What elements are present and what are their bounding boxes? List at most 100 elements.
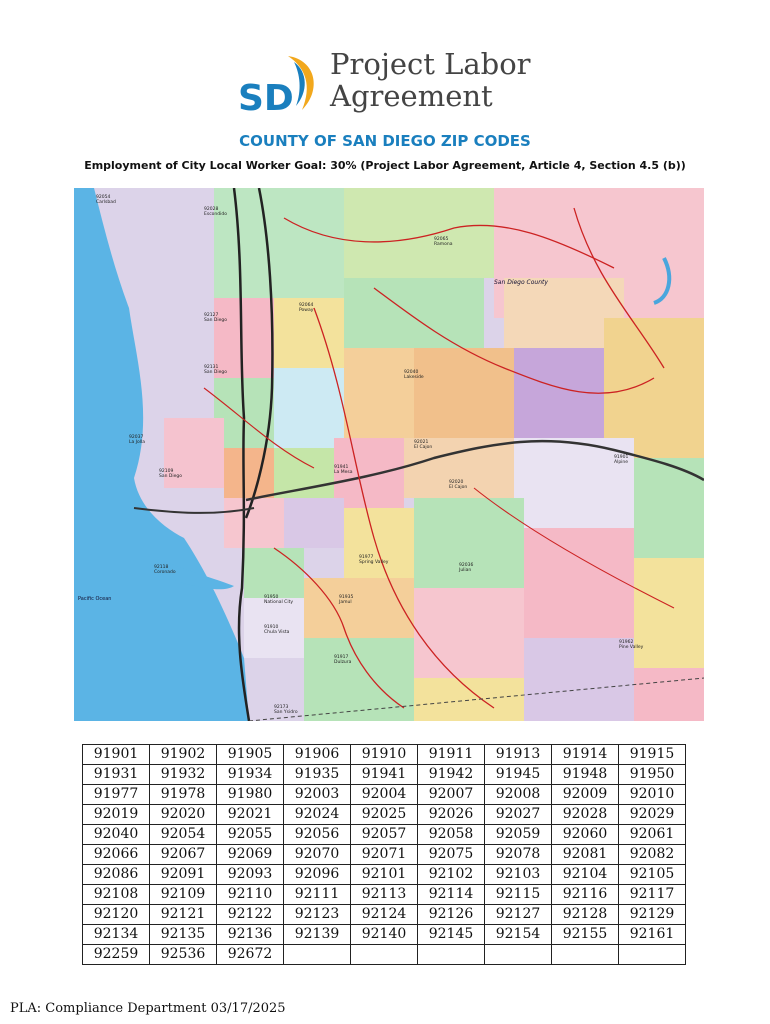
map-zip-label: 92036: [459, 562, 473, 568]
zip-cell: 91935: [283, 764, 351, 785]
map-zip-label: 92054: [96, 194, 110, 200]
zip-cell: 92021: [216, 804, 284, 825]
zip-row: 91901 91902 91905 91906 91910 91911 91913 91914…: [82, 744, 686, 765]
map-place-name: La Jolla: [129, 439, 145, 445]
zip-cell: 92093: [216, 864, 284, 885]
zip-cell: 92161: [618, 924, 686, 945]
zip-cell: 92040: [82, 824, 150, 845]
zip-cell: 92061: [618, 824, 686, 845]
zip-cell: 91906: [283, 744, 351, 765]
zip-cell: 92108: [82, 884, 150, 905]
zip-cell: 92117: [618, 884, 686, 905]
zip-cell: 92111: [283, 884, 351, 905]
zip-cell: [484, 944, 552, 965]
zip-cell: 92071: [350, 844, 418, 865]
map-zip-label: 92109: [159, 468, 173, 474]
map-zip-label: 92021: [414, 439, 428, 445]
map-place-name: Carlsbad: [96, 199, 116, 205]
zip-cell: 92027: [484, 804, 552, 825]
zip-row: 92134 92135 92136 92139 92140 92145 92154 92155…: [82, 924, 686, 945]
zip-cell: 92136: [216, 924, 284, 945]
zip-cell: 92134: [82, 924, 150, 945]
zip-cell: 92103: [484, 864, 552, 885]
map-place-name: Julian: [458, 567, 471, 573]
map-zip-label: 91910: [264, 624, 278, 630]
county-label: San Diego County: [494, 279, 548, 286]
zip-cell: 91941: [350, 764, 418, 785]
zip-cell: 91932: [149, 764, 217, 785]
zip-cell: 92066: [82, 844, 150, 865]
zip-row: 92108 92109 92110 92111 92113 92114 92115 92116…: [82, 884, 686, 905]
zip-row: 91931 91932 91934 91935 91941 91942 91945 91948…: [82, 764, 686, 785]
map-place-name: San Diego: [204, 317, 227, 323]
zip-cell: 92105: [618, 864, 686, 885]
zip-cell: 92028: [551, 804, 619, 825]
map-zip-label: 92065: [434, 236, 448, 242]
zip-cell: 92259: [82, 944, 150, 965]
page-title: COUNTY OF SAN DIEGO ZIP CODES: [239, 132, 531, 150]
map-zip-label: 91941: [334, 464, 348, 470]
zip-cell: 92059: [484, 824, 552, 845]
map-zip-label: 92131: [204, 364, 218, 370]
map-place-name: Escondido: [204, 211, 227, 217]
map-place-name: Jamul: [338, 599, 352, 605]
zip-row: 92040 92054 92055 92056 92057 92058 92059 92060…: [82, 824, 686, 845]
zip-cell: 92086: [82, 864, 150, 885]
map-place-name: San Ysidro: [274, 709, 298, 715]
zip-cell: 92054: [149, 824, 217, 845]
zip-cell: 92109: [149, 884, 217, 905]
zip-cell: 92104: [551, 864, 619, 885]
zip-cell: 92055: [216, 824, 284, 845]
zip-cell: 91948: [551, 764, 619, 785]
ocean-label: Pacific Ocean: [78, 596, 111, 602]
map-place-name: Chula Vista: [264, 629, 290, 635]
zip-cell: 91915: [618, 744, 686, 765]
map-zip-label: 91962: [619, 639, 633, 645]
zip-cell: 91950: [618, 764, 686, 785]
zip-cell: 92101: [350, 864, 418, 885]
logo-wordmark: Project Labor Agreement: [330, 48, 531, 112]
zip-cell: 92113: [350, 884, 418, 905]
map-place-name: Poway: [299, 307, 314, 313]
zip-cell: 92056: [283, 824, 351, 845]
map-place-name: La Mesa: [334, 469, 353, 475]
zip-row: 92120 92121 92122 92123 92124 92126 92127 92128…: [82, 904, 686, 925]
zip-cell: 92145: [417, 924, 485, 945]
map-zip-label: 91901: [614, 454, 628, 460]
sd-logo-text: SD: [238, 78, 294, 119]
zip-cell: 92123: [283, 904, 351, 925]
map-place-name: National City: [264, 599, 293, 605]
zip-cell: 92139: [283, 924, 351, 945]
zip-row: 92086 92091 92093 92096 92101 92102 92103 92104…: [82, 864, 686, 885]
sd-logo-mark: SD: [238, 56, 314, 119]
zip-cell: 92135: [149, 924, 217, 945]
zip-cell: 92004: [350, 784, 418, 805]
zip-row: 92066 92067 92069 92070 92071 92075 92078 92081…: [82, 844, 686, 865]
map-place-name: Ramona: [434, 241, 453, 247]
zip-cell: 92121: [149, 904, 217, 925]
zip-cell: 92114: [417, 884, 485, 905]
zip-cell: 92154: [484, 924, 552, 945]
zip-cell: 91978: [149, 784, 217, 805]
zip-cell: 92082: [618, 844, 686, 865]
zip-cell: 92058: [417, 824, 485, 845]
zip-cell: [417, 944, 485, 965]
zip-cell: 91942: [417, 764, 485, 785]
zip-cell: 92060: [551, 824, 619, 845]
map-zip-label: 92064: [299, 302, 313, 308]
zip-cell: 92020: [149, 804, 217, 825]
map-place-name: El Cajon: [449, 484, 467, 490]
logo-line-2: Agreement: [330, 79, 493, 113]
zip-cell: 91901: [82, 744, 150, 765]
map-zip-label: 92127: [204, 312, 218, 318]
zip-cell: [618, 944, 686, 965]
zip-cell: 91911: [417, 744, 485, 765]
zip-cell: 92029: [618, 804, 686, 825]
zip-cell: 92155: [551, 924, 619, 945]
map-place-name: El Cajon: [414, 444, 432, 450]
zip-cell: 91934: [216, 764, 284, 785]
zip-cell: 92129: [618, 904, 686, 925]
zip-cell: 92110: [216, 884, 284, 905]
map-zip-label: 92037: [129, 434, 143, 440]
map-place-name: Coronado: [154, 569, 176, 575]
